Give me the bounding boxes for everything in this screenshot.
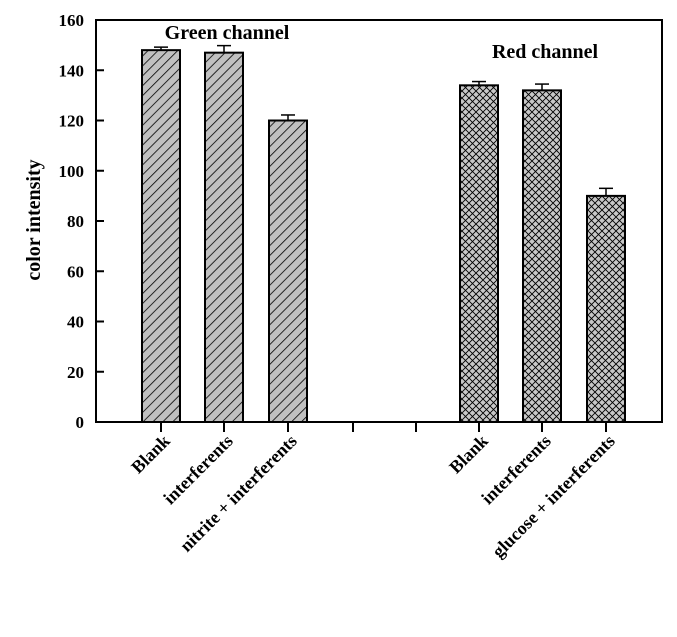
y-tick-label: 80: [67, 212, 84, 231]
y-tick-label: 100: [59, 162, 85, 181]
bar: [268, 119, 308, 423]
y-tick-label: 120: [59, 112, 85, 131]
bar: [204, 51, 244, 423]
x-tick-label: Blank: [445, 431, 492, 478]
y-tick-label: 60: [67, 262, 84, 281]
y-tick-label: 140: [59, 61, 85, 80]
x-tick-label: Blank: [127, 431, 174, 478]
group-label: Red channel: [492, 41, 599, 63]
x-tick-label: nitrite + interferents: [176, 431, 301, 556]
y-tick-label: 40: [67, 313, 84, 332]
y-tick-label: 20: [67, 363, 84, 382]
y-tick-label: 160: [59, 11, 85, 30]
bar: [141, 49, 181, 424]
group-label: Green channel: [165, 22, 290, 44]
y-axis-label: color intensity: [23, 159, 45, 280]
y-tick-label: 0: [76, 413, 85, 432]
x-tick-label: glucose + interferents: [488, 431, 619, 562]
bar: [459, 84, 499, 423]
bar: [522, 89, 562, 423]
bar: [586, 194, 626, 423]
